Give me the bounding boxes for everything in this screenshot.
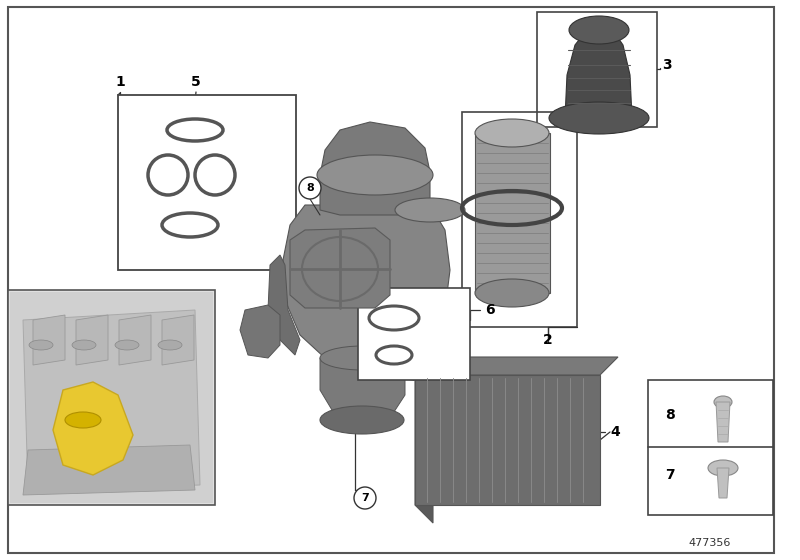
Circle shape — [354, 487, 376, 509]
Ellipse shape — [320, 346, 404, 370]
Ellipse shape — [475, 119, 549, 147]
Polygon shape — [475, 133, 550, 293]
Text: 6: 6 — [485, 303, 495, 317]
Polygon shape — [240, 305, 280, 358]
Bar — [648, 380, 773, 515]
Polygon shape — [716, 402, 730, 442]
Polygon shape — [162, 315, 194, 365]
Polygon shape — [23, 445, 195, 495]
Ellipse shape — [569, 16, 629, 44]
Text: 7: 7 — [361, 493, 369, 503]
Polygon shape — [53, 382, 133, 475]
Polygon shape — [565, 26, 632, 118]
Polygon shape — [415, 375, 600, 505]
Text: 3: 3 — [662, 58, 672, 72]
Bar — [462, 112, 577, 327]
Ellipse shape — [158, 340, 182, 350]
Text: 1: 1 — [115, 75, 125, 89]
Polygon shape — [33, 315, 65, 365]
Ellipse shape — [708, 460, 738, 476]
Ellipse shape — [320, 406, 404, 434]
Ellipse shape — [65, 412, 101, 428]
Bar — [118, 95, 296, 270]
Ellipse shape — [29, 340, 53, 350]
Polygon shape — [119, 315, 151, 365]
Polygon shape — [76, 315, 108, 365]
Text: 8: 8 — [306, 183, 314, 193]
Text: 7: 7 — [665, 468, 675, 482]
Circle shape — [299, 177, 321, 199]
Text: 8: 8 — [665, 408, 675, 422]
Text: 5: 5 — [191, 75, 201, 89]
Polygon shape — [23, 310, 200, 490]
Text: 2: 2 — [543, 333, 553, 347]
Ellipse shape — [72, 340, 96, 350]
Text: 4: 4 — [610, 425, 620, 439]
Bar — [358, 288, 470, 380]
Ellipse shape — [395, 198, 465, 222]
Polygon shape — [290, 228, 390, 308]
Polygon shape — [415, 357, 433, 523]
Bar — [10, 292, 213, 503]
Polygon shape — [320, 358, 405, 425]
Bar — [537, 12, 657, 127]
Polygon shape — [268, 255, 300, 355]
Text: 477356: 477356 — [689, 538, 731, 548]
Polygon shape — [320, 122, 430, 215]
Polygon shape — [415, 357, 618, 375]
Ellipse shape — [115, 340, 139, 350]
Polygon shape — [717, 468, 729, 498]
Ellipse shape — [317, 155, 433, 195]
Ellipse shape — [549, 102, 649, 134]
Polygon shape — [283, 205, 450, 370]
Bar — [8, 290, 215, 505]
Ellipse shape — [714, 396, 732, 408]
Ellipse shape — [475, 279, 549, 307]
